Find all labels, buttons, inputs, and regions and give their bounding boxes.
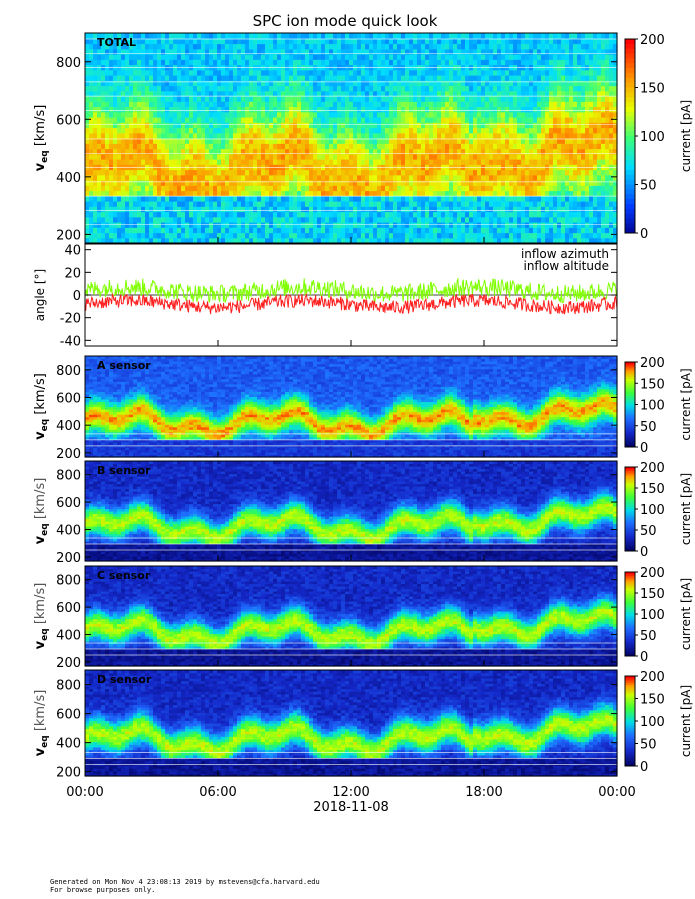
colorbar: 200 150 100 50 0 current [pA] bbox=[625, 670, 693, 775]
panel-label: A sensor bbox=[97, 359, 151, 372]
y-axis-label: veq [km/s] bbox=[33, 690, 50, 757]
y-tick-label: 400 bbox=[56, 523, 81, 538]
colorbar-tick-label: 50 bbox=[640, 524, 657, 539]
y-tick-label: 200 bbox=[56, 766, 81, 781]
colorbar-label: current [pA] bbox=[679, 368, 693, 440]
colorbar-tick-label: 200 bbox=[640, 461, 665, 476]
spectrogram-panel-4: 800 600 400 200 veq [km/s] B sensor 200 150 100 5… bbox=[33, 461, 693, 566]
y-tick-label: 600 bbox=[56, 601, 81, 616]
colorbar-tick-label: 150 bbox=[640, 377, 665, 392]
y-tick-label: 40 bbox=[64, 244, 81, 259]
x-tick-label: 18:00 bbox=[465, 785, 502, 800]
y-tick-label: 200 bbox=[56, 551, 81, 566]
panel-label: TOTAL bbox=[97, 36, 136, 49]
footer-generated: Generated on Mon Nov 4 23:08:13 2019 by … bbox=[50, 878, 320, 886]
y-tick-label: 200 bbox=[56, 228, 81, 243]
y-tick-label: 400 bbox=[56, 737, 81, 752]
colorbar-tick-label: 50 bbox=[640, 420, 657, 435]
colorbar: 200 150 100 50 0 current [pA] bbox=[625, 33, 693, 242]
y-tick-label: 200 bbox=[56, 656, 81, 671]
y-tick-label: 800 bbox=[56, 679, 81, 694]
spectrogram-cells bbox=[85, 461, 618, 562]
colorbar-tick-label: 200 bbox=[640, 566, 665, 581]
y-tick-label: 800 bbox=[56, 469, 81, 484]
colorbar-tick-label: 100 bbox=[640, 503, 665, 518]
y-axis-label: veq [km/s] bbox=[33, 105, 50, 172]
spectrogram-panel-6: 800 600 400 200 veq [km/s] D sensor 200 150 100 5… bbox=[33, 670, 693, 781]
colorbar-tick-label: 150 bbox=[640, 82, 665, 97]
colorbar-label: current [pA] bbox=[679, 578, 693, 650]
y-tick-label: 20 bbox=[64, 266, 81, 281]
y-axis-label: angle [°] bbox=[33, 269, 47, 321]
colorbar-tick-label: 50 bbox=[640, 179, 657, 194]
y-tick-label: 0 bbox=[73, 289, 81, 304]
colorbar-tick-label: 150 bbox=[640, 482, 665, 497]
colorbar-label: current [pA] bbox=[679, 473, 693, 545]
y-tick-label: -20 bbox=[60, 312, 81, 327]
y-tick-label: 800 bbox=[56, 56, 81, 71]
colorbar-tick-label: 0 bbox=[640, 441, 648, 456]
colorbar-label: current [pA] bbox=[679, 685, 693, 757]
y-tick-label: 200 bbox=[56, 447, 81, 462]
y-tick-label: 600 bbox=[56, 496, 81, 511]
x-tick-label: 00:00 bbox=[598, 785, 635, 800]
x-date-label: 2018-11-08 bbox=[313, 800, 389, 815]
panel-label: B sensor bbox=[97, 464, 151, 477]
spectrogram-cells bbox=[85, 670, 618, 777]
y-tick-label: 400 bbox=[56, 628, 81, 643]
colorbar-tick-label: 100 bbox=[640, 130, 665, 145]
colorbar-tick-label: 150 bbox=[640, 587, 665, 602]
y-tick-label: 800 bbox=[56, 364, 81, 379]
footer: Generated on Mon Nov 4 23:08:13 2019 by … bbox=[50, 878, 320, 894]
y-axis-label: veq [km/s] bbox=[33, 583, 50, 650]
panel-label: C sensor bbox=[97, 569, 151, 582]
y-tick-label: -40 bbox=[60, 334, 81, 349]
chart-title: SPC ion mode quick look bbox=[253, 12, 438, 30]
panel-label: D sensor bbox=[97, 673, 152, 686]
y-axis-label: veq [km/s] bbox=[33, 478, 50, 545]
colorbar-tick-label: 200 bbox=[640, 356, 665, 371]
colorbar-tick-label: 100 bbox=[640, 399, 665, 414]
spectrogram-panel-1: 800 600 400 200 veq [km/s] TOTAL 200 150 100 50 0 c… bbox=[33, 33, 693, 244]
y-tick-label: 600 bbox=[56, 113, 81, 128]
spectrogram-panel-5: 800 600 400 200 veq [km/s] C sensor 200 150 100 5… bbox=[33, 566, 693, 671]
colorbar-tick-label: 200 bbox=[640, 33, 665, 48]
y-tick-label: 400 bbox=[56, 171, 81, 186]
colorbar-tick-label: 0 bbox=[640, 227, 648, 242]
colorbar: 200 150 100 50 0 current [pA] bbox=[625, 356, 693, 456]
colorbar: 200 150 100 50 0 current [pA] bbox=[625, 461, 693, 560]
x-tick-label: 06:00 bbox=[199, 785, 236, 800]
spectrogram-cells bbox=[85, 33, 618, 244]
spectrogram-panel-3: 800 600 400 200 veq [km/s] A sensor 200 150 100 5… bbox=[33, 356, 693, 462]
legend-inflow-altitude: inflow altitude bbox=[523, 259, 609, 273]
colorbar-tick-label: 0 bbox=[640, 760, 648, 775]
x-tick-label: 12:00 bbox=[332, 785, 369, 800]
colorbar-tick-label: 150 bbox=[640, 693, 665, 708]
colorbar-label: current [pA] bbox=[679, 100, 693, 172]
colorbar-tick-label: 0 bbox=[640, 545, 648, 560]
colorbar-tick-label: 100 bbox=[640, 715, 665, 730]
spectrogram-cells bbox=[85, 356, 618, 458]
colorbar-tick-label: 200 bbox=[640, 670, 665, 685]
y-tick-label: 600 bbox=[56, 392, 81, 407]
y-tick-label: 400 bbox=[56, 419, 81, 434]
y-axis-label: veq [km/s] bbox=[33, 373, 50, 440]
colorbar-tick-label: 50 bbox=[640, 629, 657, 644]
colorbar-tick-label: 0 bbox=[640, 650, 648, 665]
colorbar-tick-label: 50 bbox=[640, 738, 657, 753]
y-tick-label: 600 bbox=[56, 708, 81, 723]
colorbar-tick-label: 100 bbox=[640, 608, 665, 623]
x-tick-label: 00:00 bbox=[66, 785, 103, 800]
colorbar: 200 150 100 50 0 current [pA] bbox=[625, 566, 693, 665]
y-tick-label: 800 bbox=[56, 574, 81, 589]
footer-note: For browse purposes only. bbox=[50, 886, 320, 894]
spectrogram-cells bbox=[85, 566, 618, 667]
